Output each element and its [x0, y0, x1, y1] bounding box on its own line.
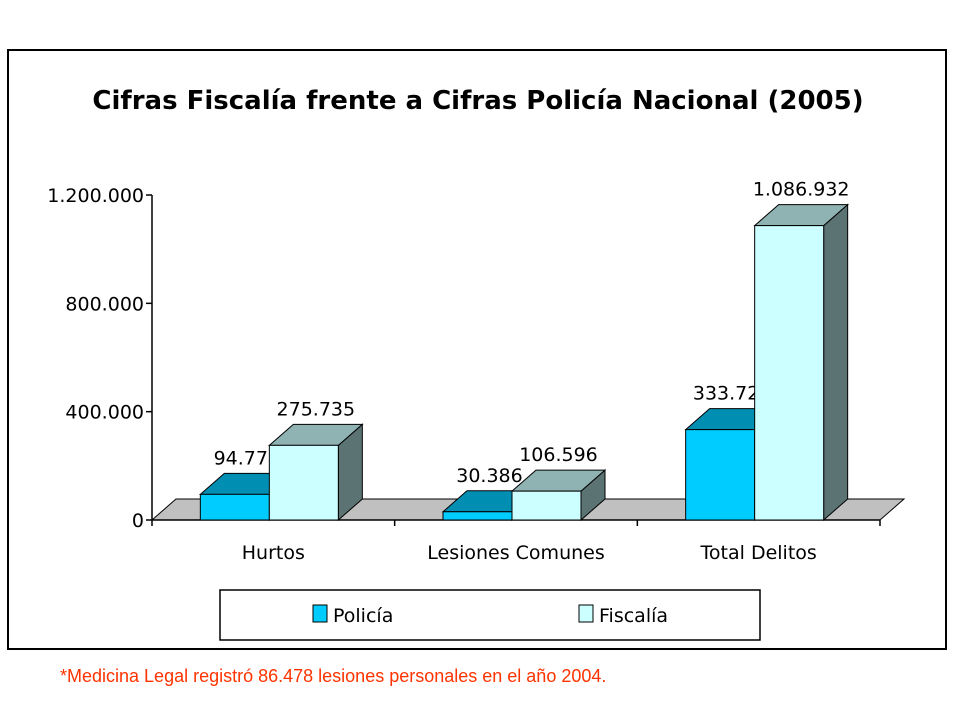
data-label-policia-total-delitos: 333.724 [693, 383, 772, 405]
y-tick-label: 400.000 [65, 402, 144, 424]
bar-fiscalia-total-delitos [753, 203, 849, 522]
data-label-fiscalia-total-delitos: 1.086.932 [753, 179, 850, 201]
bar-front [199, 493, 270, 521]
data-label-fiscalia-lesiones-comunes: 106.596 [519, 444, 598, 466]
legend-box [219, 589, 761, 641]
y-tick-label: 0 [132, 510, 144, 532]
bar-front [754, 225, 825, 521]
bar-front [268, 444, 339, 521]
data-label-policia-lesiones-comunes: 30.386 [456, 465, 522, 487]
x-tick-label-hurtos: Hurtos [242, 542, 305, 564]
legend-swatch-policia [312, 604, 328, 623]
x-tick-label-total-delitos: Total Delitos [700, 542, 817, 564]
data-label-fiscalia-hurtos: 275.735 [277, 398, 356, 420]
y-tick-label: 800.000 [65, 293, 144, 315]
y-tick-label: 1.200.000 [47, 185, 144, 207]
legend-swatch-fiscalia [578, 604, 594, 623]
bar-front [685, 429, 756, 521]
bar-front [511, 490, 582, 521]
footnote: *Medicina Legal registró 86.478 lesiones… [60, 666, 607, 686]
chart-title: Cifras Fiscalía frente a Cifras Policía … [92, 86, 863, 116]
bar-front [442, 511, 513, 521]
legend-label-fiscalia: Fiscalía [599, 605, 668, 627]
bar-fiscalia-hurtos [268, 423, 364, 522]
legend-label-policia: Policía [333, 605, 393, 627]
data-label-policia-hurtos: 94.770 [214, 447, 280, 469]
bar-side [823, 203, 849, 522]
x-tick-label-lesiones-comunes: Lesiones Comunes [427, 542, 605, 564]
bar-fiscalia-lesiones-comunes [510, 469, 607, 522]
legend: Policía Fiscalía [219, 589, 761, 641]
plot-area: 0 400.000 800.000 1.200.000 Hurtos Lesiones C… [47, 179, 906, 564]
